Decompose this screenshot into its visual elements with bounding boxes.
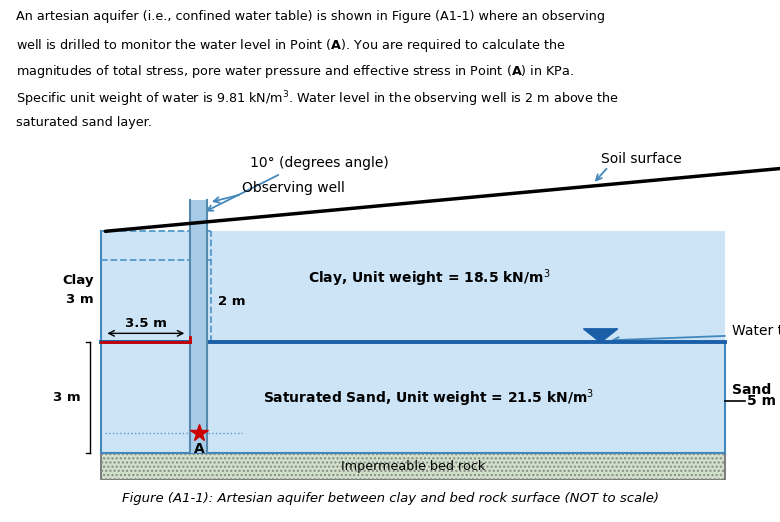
Text: well is drilled to monitor the water level in Point ($\mathbf{A}$). You are requ: well is drilled to monitor the water lev… (16, 37, 565, 54)
Text: 10° (degrees angle): 10° (degrees angle) (250, 157, 389, 170)
Bar (101, 454, 725, 480)
Text: A: A (193, 442, 204, 456)
Text: 3 m: 3 m (53, 392, 80, 405)
Text: 3 m: 3 m (66, 293, 94, 306)
Text: 5 m: 5 m (747, 394, 776, 408)
Text: Figure (A1-1): Artesian aquifer between clay and bed rock surface (NOT to scale): Figure (A1-1): Artesian aquifer between … (122, 492, 658, 505)
Text: Specific unit weight of water is 9.81 kN/m$^3$. Water level in the observing wel: Specific unit weight of water is 9.81 kN… (16, 89, 619, 109)
Text: An artesian aquifer (i.e., confined water table) is shown in Figure (A1-1) where: An artesian aquifer (i.e., confined wate… (16, 10, 604, 23)
Text: Soil surface: Soil surface (601, 152, 682, 167)
Bar (101, 231, 725, 342)
Polygon shape (583, 329, 618, 342)
Text: Clay, Unit weight = 18.5 kN/m$^3$: Clay, Unit weight = 18.5 kN/m$^3$ (308, 268, 550, 289)
Text: Clay: Clay (62, 274, 94, 287)
Text: magnitudes of total stress, pore water pressure and effective stress in Point ($: magnitudes of total stress, pore water p… (16, 63, 574, 80)
Text: Sand: Sand (732, 383, 771, 397)
Text: 2 m: 2 m (218, 295, 245, 308)
Text: saturated sand layer.: saturated sand layer. (16, 116, 151, 129)
Text: 3.5 m: 3.5 m (125, 317, 167, 330)
Text: Water table: Water table (732, 324, 780, 338)
Bar (101, 454, 725, 480)
Text: Impermeable bed rock: Impermeable bed rock (342, 460, 485, 473)
Bar (101, 342, 725, 454)
Text: Observing well: Observing well (242, 181, 345, 195)
Text: Saturated Sand, Unit weight = 21.5 kN/m$^3$: Saturated Sand, Unit weight = 21.5 kN/m$… (264, 387, 594, 409)
Bar (190, 200, 207, 454)
